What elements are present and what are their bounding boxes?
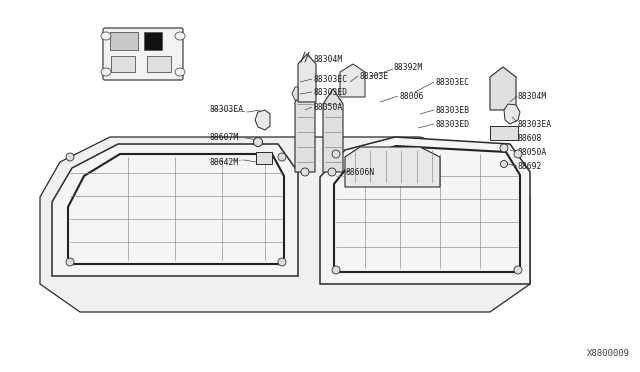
Bar — [147, 56, 171, 72]
Text: 88692: 88692 — [518, 161, 542, 170]
Polygon shape — [40, 137, 530, 312]
Ellipse shape — [301, 168, 309, 176]
Polygon shape — [345, 147, 440, 187]
Ellipse shape — [175, 32, 185, 40]
Bar — [111, 56, 135, 72]
Polygon shape — [255, 110, 270, 130]
Ellipse shape — [66, 153, 74, 161]
Polygon shape — [298, 54, 316, 102]
Ellipse shape — [328, 168, 336, 176]
Ellipse shape — [253, 138, 262, 147]
Polygon shape — [295, 87, 315, 172]
Text: 88304M: 88304M — [518, 92, 547, 100]
Text: 88050A: 88050A — [313, 103, 342, 112]
Ellipse shape — [332, 150, 340, 158]
Text: 88642M: 88642M — [210, 157, 239, 167]
Text: 88607M: 88607M — [210, 132, 239, 141]
Text: 88303EA: 88303EA — [518, 119, 552, 128]
Text: 88304M: 88304M — [313, 55, 342, 64]
Ellipse shape — [101, 68, 111, 76]
Bar — [256, 152, 272, 164]
Ellipse shape — [500, 160, 508, 167]
Ellipse shape — [514, 266, 522, 274]
Text: 88606N: 88606N — [346, 167, 375, 176]
Ellipse shape — [66, 258, 74, 266]
Bar — [144, 32, 162, 50]
FancyBboxPatch shape — [103, 28, 183, 80]
Polygon shape — [52, 144, 298, 276]
Text: 88006: 88006 — [399, 92, 424, 100]
Ellipse shape — [500, 144, 508, 152]
Ellipse shape — [175, 68, 185, 76]
Ellipse shape — [101, 32, 111, 40]
Ellipse shape — [278, 258, 286, 266]
Ellipse shape — [332, 266, 340, 274]
Polygon shape — [292, 87, 298, 100]
Ellipse shape — [514, 150, 522, 158]
Bar — [110, 32, 138, 50]
Text: 88303EB: 88303EB — [435, 106, 469, 115]
Text: 88303ED: 88303ED — [313, 87, 347, 96]
Text: 88050A: 88050A — [518, 148, 547, 157]
Text: 88303E: 88303E — [359, 71, 388, 80]
Text: 88303EC: 88303EC — [313, 74, 347, 83]
Ellipse shape — [278, 153, 286, 161]
Text: X8800009: X8800009 — [587, 349, 630, 358]
Text: 88608: 88608 — [518, 134, 542, 142]
Polygon shape — [323, 89, 343, 172]
Text: 88303EC: 88303EC — [435, 77, 469, 87]
Text: 88303ED: 88303ED — [435, 119, 469, 128]
Polygon shape — [504, 104, 520, 124]
Polygon shape — [340, 64, 365, 97]
Text: 88392M: 88392M — [394, 62, 423, 71]
Text: 88303EA: 88303EA — [210, 105, 244, 113]
Polygon shape — [320, 137, 530, 284]
Polygon shape — [490, 67, 516, 110]
Bar — [490, 126, 518, 140]
